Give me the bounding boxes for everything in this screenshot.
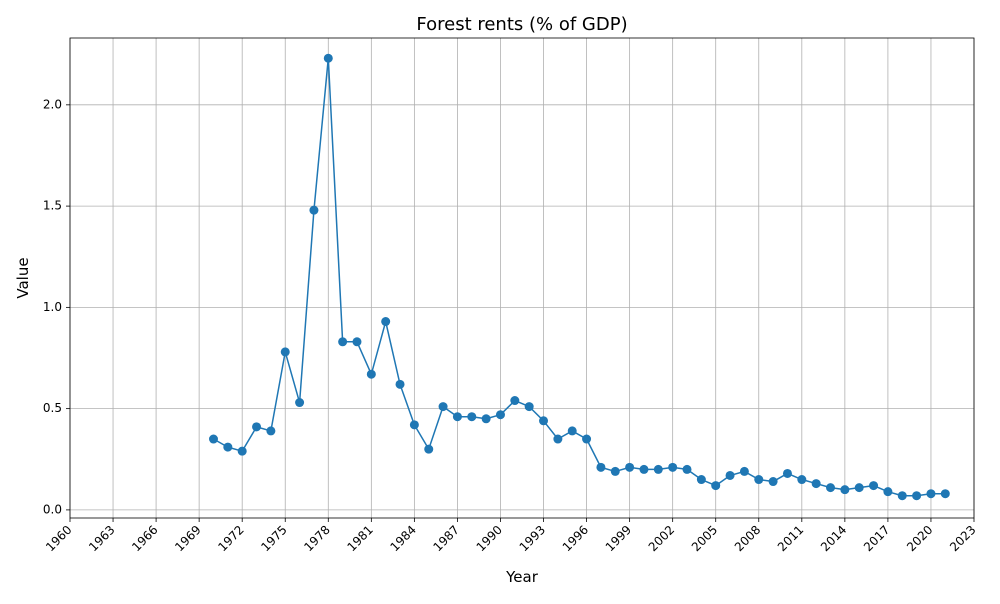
x-tick-label: 2020 — [904, 523, 935, 554]
data-point — [223, 442, 233, 452]
data-point — [782, 468, 792, 478]
data-point — [940, 489, 950, 499]
data-point — [295, 398, 305, 408]
data-point — [739, 466, 749, 476]
x-tick-label: 1996 — [560, 523, 591, 554]
x-tick-label: 2008 — [732, 523, 763, 554]
data-point — [754, 475, 764, 485]
y-tick-label: 1.5 — [43, 199, 62, 213]
y-axis-label: Value — [14, 257, 32, 298]
data-point — [495, 410, 505, 420]
data-point — [323, 53, 333, 63]
data-point — [567, 426, 577, 436]
data-point — [338, 337, 348, 347]
data-point — [452, 412, 462, 422]
data-point — [869, 481, 879, 491]
data-point — [625, 462, 635, 472]
data-point — [309, 205, 319, 215]
data-point — [481, 414, 491, 424]
data-point — [208, 434, 218, 444]
x-tick-label: 2017 — [861, 523, 892, 554]
x-tick-label: 1969 — [172, 523, 203, 554]
x-axis-label: Year — [505, 568, 539, 586]
data-point — [811, 479, 821, 489]
x-tick-label: 1999 — [603, 523, 634, 554]
x-tick-label: 1993 — [517, 523, 548, 554]
data-point — [883, 487, 893, 497]
chart-title: Forest rents (% of GDP) — [416, 14, 627, 35]
data-point — [768, 477, 778, 487]
x-tick-label: 1960 — [43, 523, 74, 554]
data-point — [840, 485, 850, 495]
data-point — [280, 347, 290, 357]
data-point — [266, 426, 276, 436]
x-tick-label: 1984 — [387, 523, 418, 554]
data-point — [711, 481, 721, 491]
y-tick-label: 1.0 — [43, 300, 62, 314]
y-tick-label: 0.5 — [43, 401, 62, 415]
data-point — [668, 462, 678, 472]
x-tick-label: 2011 — [775, 523, 806, 554]
y-tick-label: 0.0 — [43, 502, 62, 516]
data-point — [682, 464, 692, 474]
x-tick-label: 1966 — [129, 523, 160, 554]
data-point — [381, 317, 391, 327]
x-tick-label: 1990 — [474, 523, 505, 554]
data-point — [826, 483, 836, 493]
series-line — [213, 57, 946, 497]
y-tick-label: 2.0 — [43, 97, 62, 111]
x-tick-label: 1975 — [258, 523, 289, 554]
data-point — [510, 396, 520, 406]
data-point — [553, 434, 563, 444]
data-point — [252, 422, 262, 432]
data-point — [596, 462, 606, 472]
x-tick-label: 1972 — [215, 523, 246, 554]
data-point — [725, 470, 735, 480]
data-point — [582, 434, 592, 444]
data-point — [539, 416, 549, 426]
x-tick-label: 2005 — [689, 523, 720, 554]
data-point — [639, 464, 649, 474]
axes: 1960 1963 1966 1969 1972 1975 1978 1981 1984 1987… — [43, 97, 979, 554]
data-point — [524, 402, 534, 412]
grid-lines — [69, 38, 975, 518]
data-point — [653, 464, 663, 474]
data-point — [854, 483, 864, 493]
data-point — [610, 466, 620, 476]
data-point — [912, 491, 922, 501]
plot-frame — [69, 37, 975, 519]
data-point — [395, 379, 405, 389]
data-point — [352, 337, 362, 347]
data-point — [797, 475, 807, 485]
x-tick-label: 1987 — [431, 523, 462, 554]
data-point — [409, 420, 419, 430]
x-tick-label: 2002 — [646, 523, 677, 554]
data-point — [237, 446, 247, 456]
data-point — [424, 444, 434, 454]
x-tick-label: 1978 — [301, 523, 332, 554]
series-forest-rents — [208, 53, 950, 501]
data-point — [438, 402, 448, 412]
data-point — [696, 475, 706, 485]
x-tick-label: 2014 — [818, 523, 849, 554]
x-tick-label: 2023 — [947, 523, 978, 554]
data-point — [366, 369, 376, 379]
data-point — [467, 412, 477, 422]
x-tick-label: 1963 — [86, 523, 117, 554]
data-point — [926, 489, 936, 499]
data-point — [897, 491, 907, 501]
x-tick-label: 1981 — [344, 523, 375, 554]
